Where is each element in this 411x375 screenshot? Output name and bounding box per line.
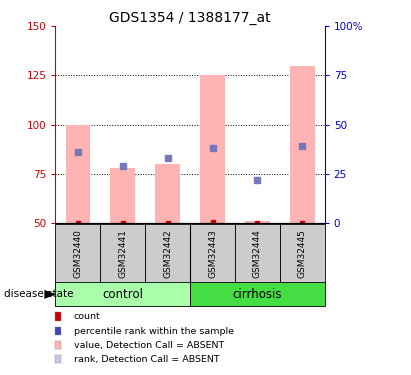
- Text: cirrhosis: cirrhosis: [233, 288, 282, 300]
- Polygon shape: [44, 290, 56, 299]
- Text: GSM32442: GSM32442: [163, 229, 172, 278]
- Bar: [245, 221, 270, 223]
- Text: count: count: [74, 312, 101, 321]
- Bar: [100, 224, 145, 283]
- Text: GSM32445: GSM32445: [298, 229, 307, 278]
- Bar: [190, 224, 235, 283]
- Bar: [145, 224, 190, 283]
- Bar: [155, 164, 180, 223]
- Text: GSM32440: GSM32440: [74, 229, 83, 278]
- Bar: [55, 282, 190, 306]
- Bar: [111, 168, 135, 223]
- Title: GDS1354 / 1388177_at: GDS1354 / 1388177_at: [109, 11, 271, 25]
- Text: rank, Detection Call = ABSENT: rank, Detection Call = ABSENT: [74, 355, 219, 364]
- Text: disease state: disease state: [4, 290, 74, 299]
- Bar: [280, 224, 325, 283]
- Bar: [235, 224, 280, 283]
- Text: value, Detection Call = ABSENT: value, Detection Call = ABSENT: [74, 341, 224, 350]
- Text: GSM32444: GSM32444: [253, 229, 262, 278]
- Bar: [66, 124, 90, 223]
- Bar: [200, 75, 225, 223]
- Bar: [290, 66, 314, 223]
- Bar: [190, 282, 325, 306]
- Text: control: control: [102, 288, 143, 300]
- Text: percentile rank within the sample: percentile rank within the sample: [74, 327, 234, 336]
- Text: GSM32443: GSM32443: [208, 229, 217, 278]
- Text: GSM32441: GSM32441: [118, 229, 127, 278]
- Bar: [55, 224, 100, 283]
